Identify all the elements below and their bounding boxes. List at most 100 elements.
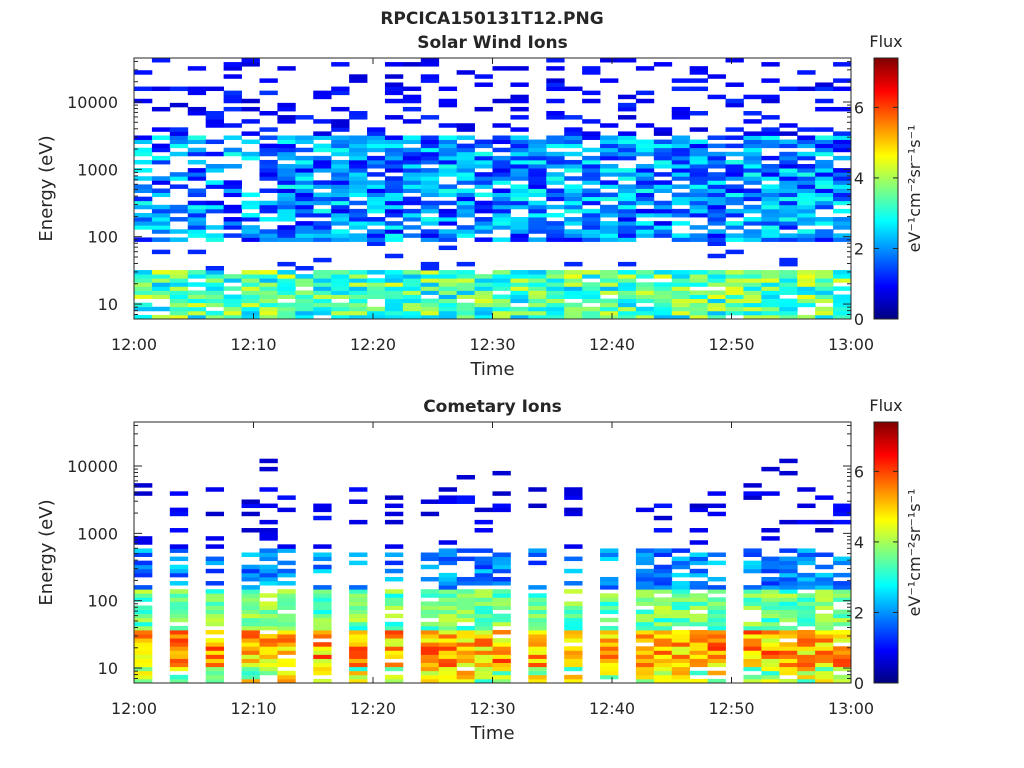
heatmap-cell	[617, 106, 637, 112]
heatmap-cell	[671, 159, 691, 165]
heatmap-cell	[474, 666, 493, 672]
heatmap-cell	[707, 176, 726, 181]
heatmap-cell	[205, 225, 225, 230]
heatmap-cell	[689, 310, 708, 316]
heatmap-cell	[259, 78, 278, 83]
heatmap-cell	[617, 115, 637, 120]
heatmap-cell	[600, 180, 619, 185]
heatmap-cell	[367, 184, 386, 189]
heatmap-cell	[833, 314, 852, 320]
heatmap-cell	[134, 674, 153, 680]
heatmap-cell	[456, 290, 475, 295]
heatmap-cell	[797, 282, 816, 287]
heatmap-cell	[671, 192, 691, 198]
heatmap-cell	[725, 282, 744, 287]
heatmap-cell	[492, 139, 511, 145]
heatmap-cell	[456, 310, 475, 316]
heatmap-cell	[313, 634, 332, 639]
heatmap-cell	[635, 552, 655, 557]
heatmap-cell	[402, 282, 422, 287]
heatmap-cell	[635, 576, 655, 582]
heatmap-cell	[564, 495, 583, 500]
heatmap-cell	[528, 552, 547, 557]
heatmap-cell	[815, 184, 834, 189]
heatmap-cell	[402, 86, 422, 92]
heatmap-cell	[349, 662, 368, 668]
heatmap-cell	[134, 560, 153, 566]
heatmap-cell	[528, 634, 547, 639]
heatmap-cell	[761, 314, 780, 320]
heatmap-cell	[743, 625, 762, 631]
heatmap-cell	[707, 74, 726, 79]
heatmap-cell	[367, 164, 386, 169]
heatmap-cell	[797, 601, 816, 606]
heatmap-cell	[815, 638, 834, 643]
heatmap-cell	[743, 306, 762, 312]
heatmap-cell	[187, 294, 207, 300]
heatmap-cell	[456, 634, 475, 639]
heatmap-cell	[420, 147, 440, 153]
heatmap-cell	[169, 127, 189, 132]
heatmap-cell	[205, 568, 225, 574]
heatmap-cell	[689, 86, 708, 92]
heatmap-cell	[635, 200, 655, 206]
heatmap-cell	[205, 278, 225, 283]
heatmap-cell	[277, 601, 296, 606]
heatmap-cell	[438, 609, 458, 615]
heatmap-cell	[420, 662, 440, 668]
heatmap-cell	[456, 168, 475, 173]
heatmap-cell	[653, 646, 673, 651]
heatmap-cell	[617, 188, 637, 193]
heatmap-cell	[241, 151, 260, 157]
heatmap-cell	[707, 274, 726, 279]
heatmap-cell	[510, 217, 529, 222]
heatmap-cell	[671, 601, 691, 606]
heatmap-cell	[331, 184, 350, 189]
heatmap-cell	[797, 581, 816, 586]
heatmap-cell	[761, 278, 780, 283]
heatmap-cell	[779, 168, 798, 173]
heatmap-cell	[815, 306, 834, 312]
heatmap-cell	[474, 658, 493, 664]
heatmap-cell	[815, 278, 834, 283]
heatmap-cell	[169, 208, 189, 214]
x-tick-label: 12:10	[230, 699, 276, 718]
heatmap-cell	[259, 143, 278, 149]
heatmap-cell	[384, 666, 404, 672]
y-tick-label: 1000	[77, 524, 118, 543]
heatmap-cell	[223, 62, 242, 67]
heatmap-cell	[420, 302, 440, 308]
heatmap-cell	[456, 642, 475, 647]
heatmap-cell	[313, 119, 332, 124]
heatmap-cell	[438, 233, 458, 238]
heatmap-cell	[384, 188, 404, 193]
heatmap-cell	[833, 62, 852, 67]
heatmap-cell	[761, 556, 780, 562]
heatmap-cell	[277, 642, 296, 647]
heatmap-cell	[295, 180, 314, 185]
heatmap-cell	[833, 180, 852, 185]
heatmap-cell	[402, 180, 422, 185]
heatmap-cell	[635, 650, 655, 655]
heatmap-cell	[277, 151, 296, 157]
heatmap-cell	[241, 605, 260, 610]
heatmap-cell	[564, 233, 583, 238]
heatmap-cell	[743, 495, 762, 500]
heatmap-cell	[635, 143, 655, 149]
heatmap-cell	[671, 147, 691, 153]
heatmap-cell	[295, 265, 314, 271]
heatmap-cell	[259, 151, 278, 157]
heatmap-cell	[420, 605, 440, 610]
heatmap-cell	[510, 106, 529, 112]
heatmap-cell	[797, 208, 816, 214]
heatmap-cell	[546, 139, 565, 145]
heatmap-cell	[474, 638, 493, 643]
heatmap-cell	[743, 654, 762, 659]
heatmap-cell	[295, 274, 314, 279]
heatmap-cell	[833, 188, 852, 193]
heatmap-cells	[134, 458, 852, 684]
heatmap-cell	[689, 601, 708, 606]
heatmap-cell	[689, 70, 708, 75]
heatmap-cell	[331, 106, 350, 112]
heatmap-cell	[169, 131, 189, 136]
